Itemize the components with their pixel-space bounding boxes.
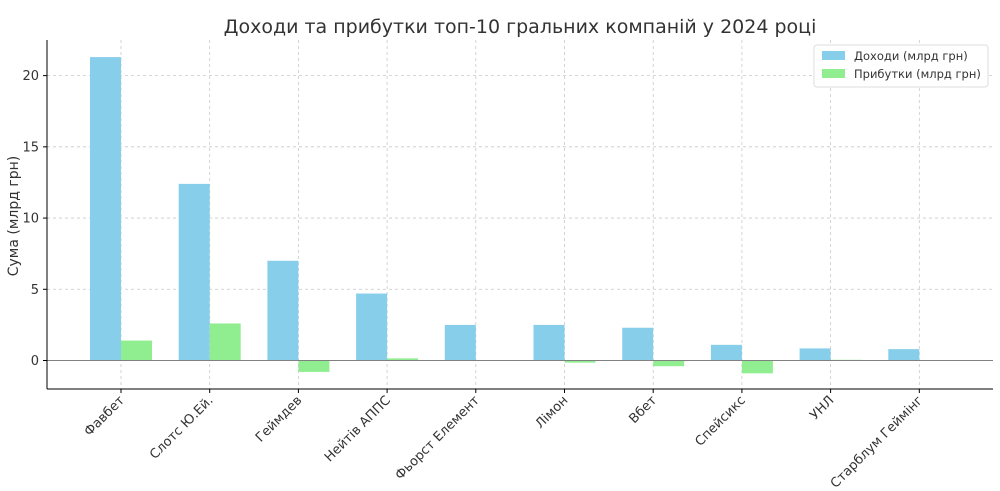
legend-swatch-profit bbox=[822, 69, 845, 78]
x-tick-label: Вбет bbox=[626, 393, 660, 427]
axes: 0 5 10 15 20 Фавбет Слотс Ю.Ей. Геймдев Нейтів А… bbox=[22, 40, 993, 491]
revenue-bar bbox=[178, 183, 210, 361]
y-tick-label: 0 bbox=[31, 354, 39, 369]
profit-bar bbox=[387, 358, 419, 361]
legend: Доходи (млрд грн) Прибутки (млрд грн) bbox=[813, 44, 989, 88]
profit-bar bbox=[564, 360, 596, 363]
revenue-bar bbox=[888, 349, 920, 361]
x-tick-label: Фавбет bbox=[82, 393, 129, 440]
revenue-bar bbox=[90, 57, 121, 361]
profit-bar bbox=[741, 360, 773, 374]
legend-label-profit: Прибутки (млрд грн) bbox=[854, 67, 981, 81]
legend-box bbox=[813, 44, 989, 88]
x-tick-label: Слотс Ю.Ей. bbox=[147, 393, 216, 462]
bars bbox=[90, 57, 920, 374]
x-tick-label: Нейтів АППС bbox=[322, 393, 394, 465]
y-tick-label: 10 bbox=[22, 212, 39, 227]
profit-bar bbox=[209, 323, 241, 361]
revenue-bar bbox=[267, 260, 299, 361]
x-tick-label: Геймдев bbox=[253, 393, 305, 445]
legend-label-revenue: Доходи (млрд грн) bbox=[854, 49, 968, 63]
chart-title: Доходи та прибутки топ-10 гральних компа… bbox=[224, 16, 817, 38]
x-tick-label: Старблум Геймінг bbox=[828, 393, 926, 491]
x-tick-label: Лімон bbox=[533, 393, 572, 432]
y-tick-label: 5 bbox=[31, 283, 39, 298]
y-axis-label: Сума (млрд грн) bbox=[6, 156, 22, 277]
x-tick-label: УНЛ bbox=[807, 393, 837, 423]
profit-bar bbox=[653, 360, 685, 367]
x-tick-label: Фьорст Елемент bbox=[393, 393, 483, 483]
revenue-bar bbox=[444, 324, 476, 361]
revenue-bar bbox=[799, 348, 831, 361]
revenue-bar bbox=[710, 344, 742, 361]
revenue-bar bbox=[356, 293, 388, 361]
profit-bar bbox=[121, 340, 152, 361]
y-tick-label: 15 bbox=[22, 140, 39, 155]
revenue-bar bbox=[533, 324, 565, 361]
legend-swatch-revenue bbox=[822, 51, 845, 60]
revenue-bar bbox=[622, 327, 654, 361]
x-tick-label: Спейсикс bbox=[692, 393, 748, 449]
y-tick-label: 20 bbox=[22, 69, 39, 84]
profit-bar bbox=[298, 360, 330, 372]
